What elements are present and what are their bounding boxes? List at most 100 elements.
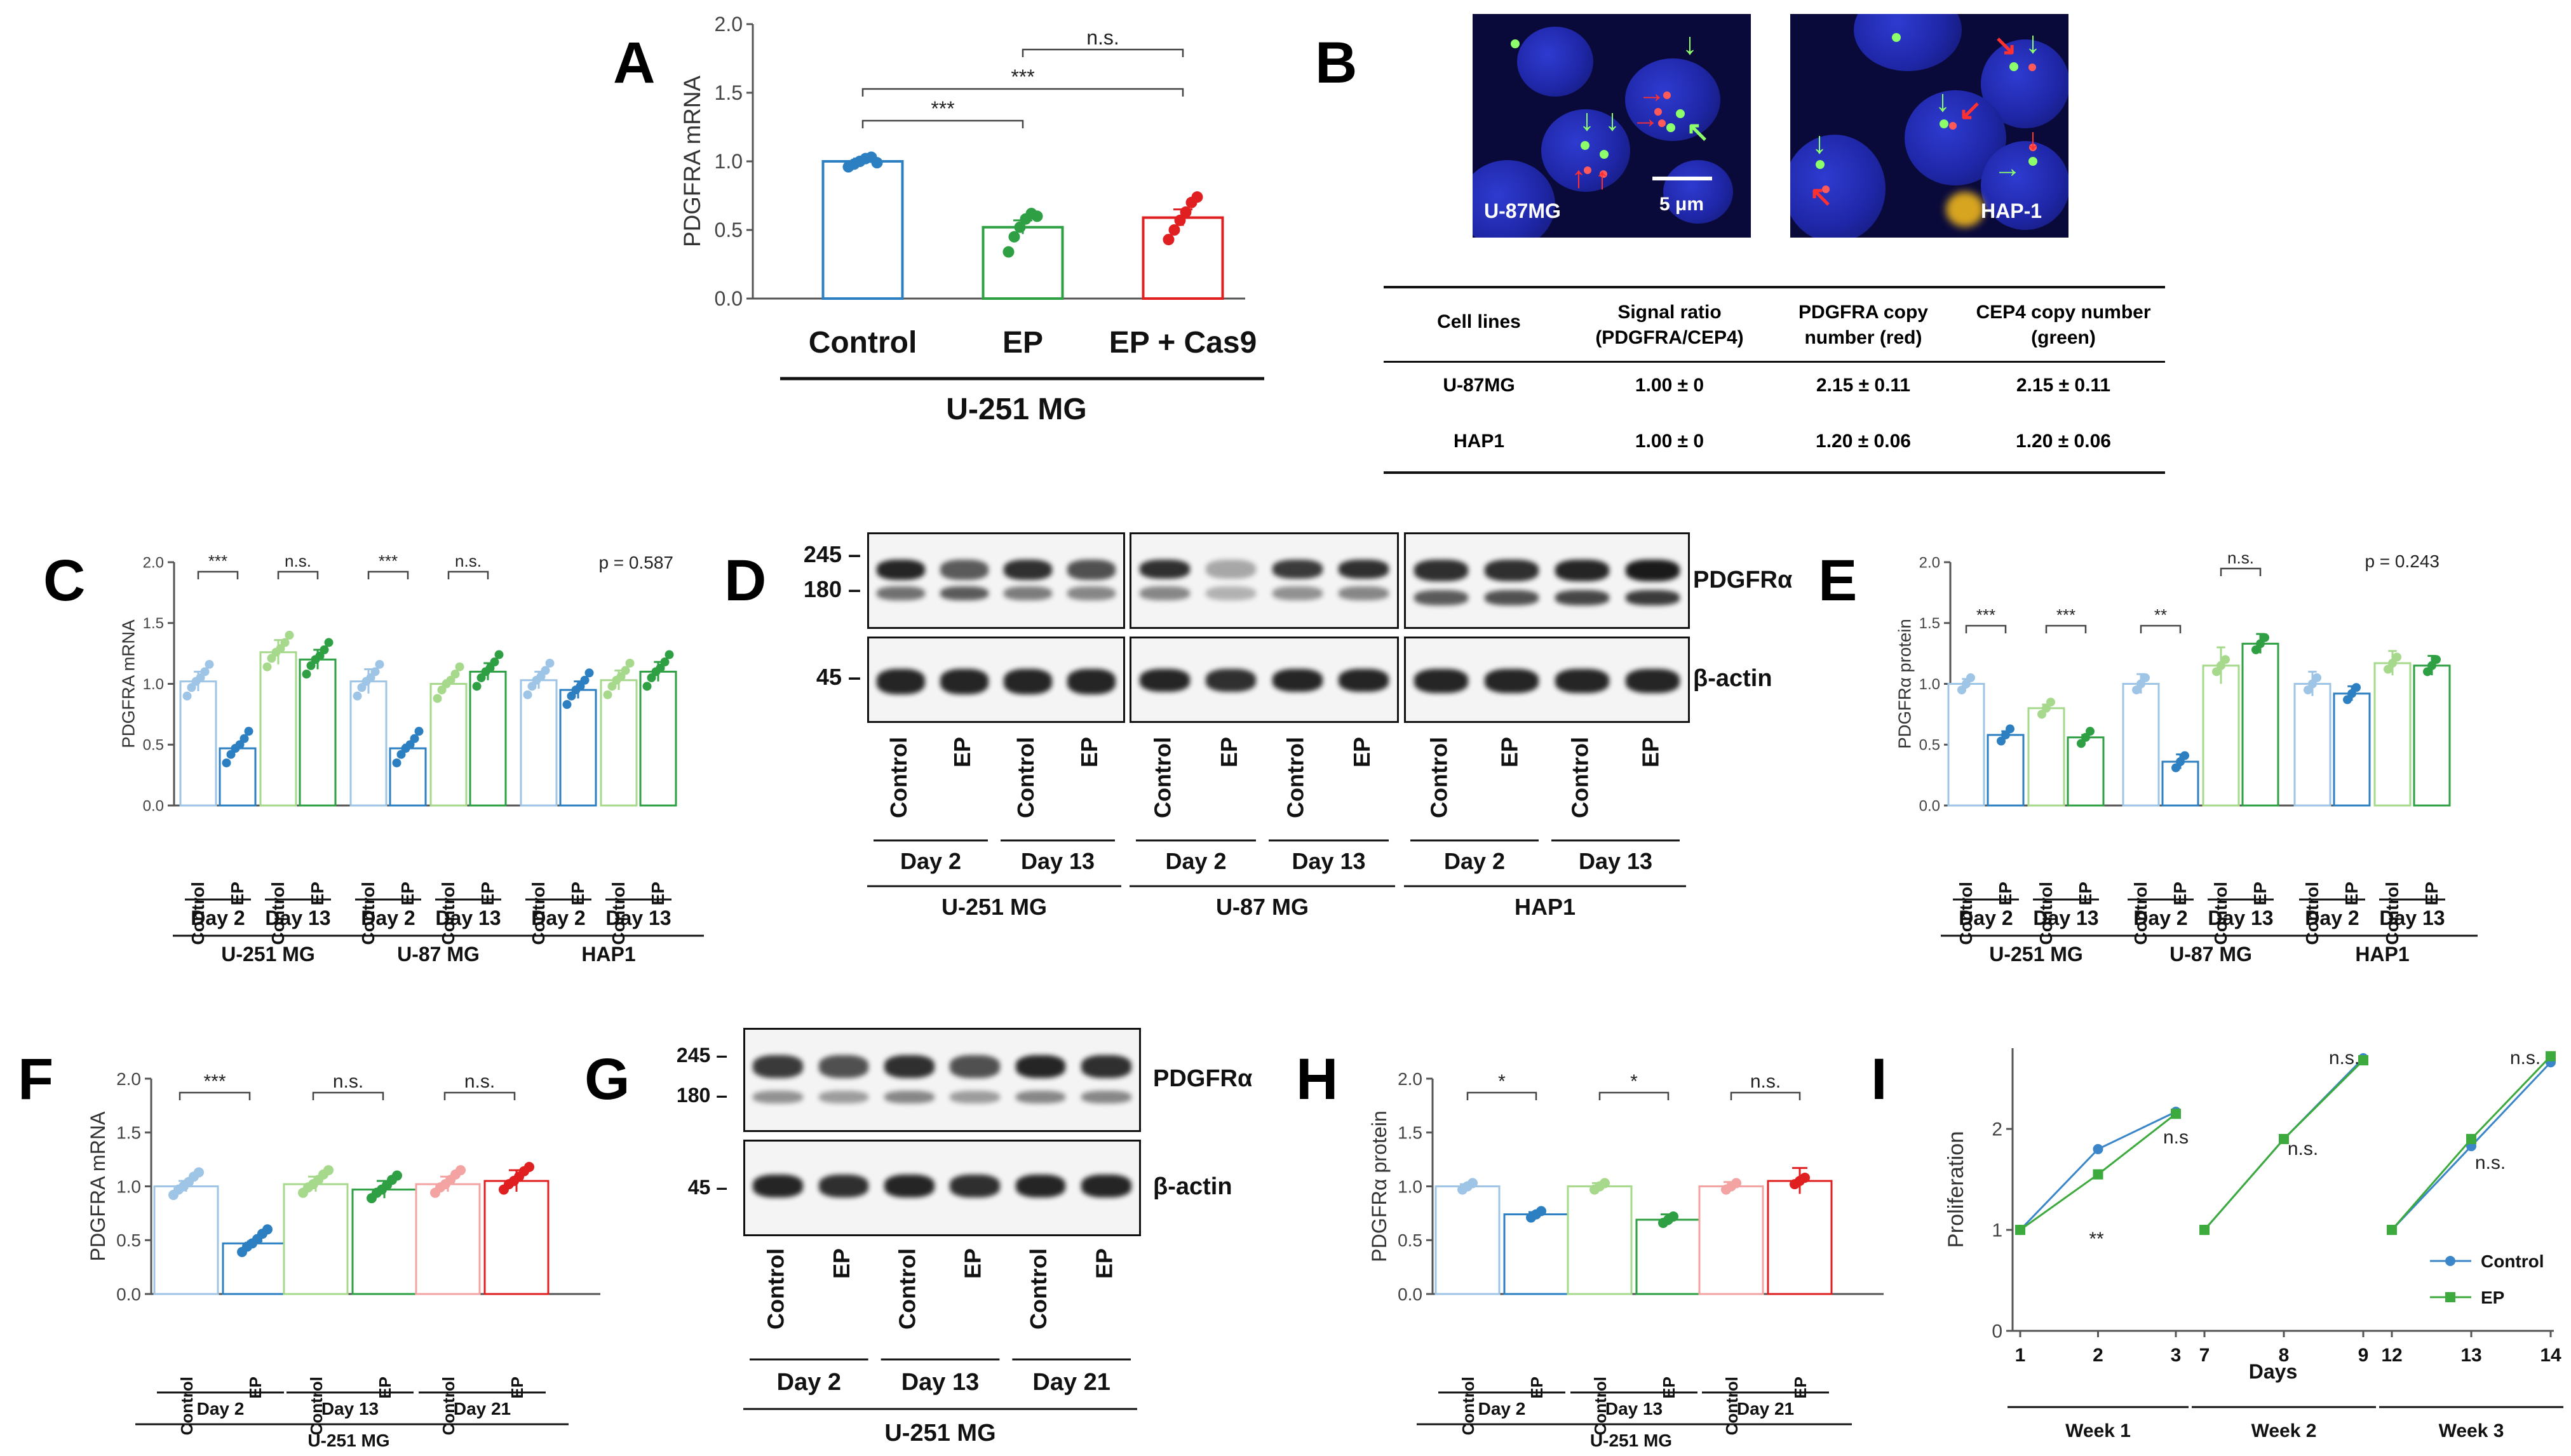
data-point (357, 683, 367, 692)
lane-label: Control (886, 737, 912, 818)
data-point (1191, 191, 1203, 203)
week-label: Week 3 (2439, 1420, 2504, 1441)
sig-label: ** (2089, 1229, 2104, 1250)
data-point (2432, 655, 2441, 664)
y-tick-label: 1.5 (1919, 615, 1940, 632)
data-point (580, 675, 590, 685)
condition-label: EP (246, 1377, 265, 1399)
sig-bracket (443, 1091, 516, 1100)
day-label: Day 21 (1032, 1369, 1110, 1396)
data-point (370, 667, 380, 677)
day-label: Day 13 (1579, 848, 1652, 874)
blot-band (1272, 560, 1323, 579)
lane-label: EP (828, 1248, 854, 1279)
condition-label: Control (1722, 1377, 1741, 1435)
blot-band (1626, 669, 1680, 693)
day-label: Day 2 (2133, 907, 2187, 929)
y-axis-label: PDGFRA mRNA (679, 76, 705, 247)
condition-label: Control (2036, 882, 2056, 945)
marker-label: 45 – (816, 664, 861, 690)
data-point (196, 673, 205, 682)
image-caption: U-87MG (1484, 199, 1561, 222)
condition-label: Control (438, 882, 458, 945)
blot-band (1626, 590, 1680, 605)
data-point (2077, 739, 2086, 748)
data-point (324, 638, 334, 647)
data-point (2427, 661, 2436, 670)
day-label: Day 21 (454, 1399, 511, 1419)
bar (351, 1189, 417, 1295)
blot-band (1015, 1055, 1066, 1078)
data-point (306, 661, 316, 670)
sig-bracket (2220, 567, 2262, 576)
blot-band (753, 1175, 803, 1197)
data-point (182, 691, 192, 701)
data-point (194, 1167, 204, 1178)
data-point (2093, 1143, 2103, 1154)
data-point (226, 750, 236, 759)
bar (821, 160, 904, 300)
data-point (621, 666, 630, 675)
blot-band (1139, 560, 1190, 579)
y-tick-label: 0.0 (116, 1284, 141, 1304)
data-point (536, 672, 546, 682)
bar (1567, 1185, 1633, 1295)
marker-label: 180 – (677, 1084, 727, 1107)
condition-label: Control (358, 882, 378, 945)
blot-actin-hap1 (1404, 637, 1690, 723)
condition-label: EP (1791, 1377, 1810, 1399)
data-point (2171, 763, 2180, 772)
arrow-icon: ↑ (1595, 162, 1610, 196)
sig-label: n.s. (2227, 548, 2254, 567)
arrow-icon: ↓ (1812, 126, 1827, 160)
bar (1142, 216, 1224, 300)
day-label: Day 2 (2305, 907, 2359, 929)
data-point (2001, 730, 2010, 739)
sig-bracket (2045, 624, 2087, 633)
data-point (545, 658, 555, 668)
blot-pdgfra-u251 (867, 532, 1125, 629)
legend-label: Control (2481, 1251, 2544, 1271)
data-point (527, 682, 537, 691)
data-point (2308, 679, 2317, 689)
data-point (375, 659, 384, 669)
sig-label: * (1498, 1071, 1506, 1092)
day-label: Day 13 (2208, 907, 2273, 929)
data-point (2546, 1051, 2556, 1062)
sig-bracket (1022, 48, 1184, 57)
panel-label-g: G (584, 1047, 630, 1112)
blot-band (1555, 560, 1609, 581)
data-point (2180, 751, 2189, 760)
blot-band (877, 669, 925, 694)
cell-line-label: HAP1 (2355, 943, 2409, 966)
day-label: Day 13 (435, 907, 501, 929)
blot-pdgfra-g (743, 1028, 1141, 1132)
sig-label: n.s (2163, 1127, 2189, 1148)
condition-label: EP (2422, 882, 2441, 905)
data-point (392, 758, 402, 767)
data-point (660, 657, 670, 667)
sig-label: n.s. (1086, 26, 1119, 49)
data-point (1031, 210, 1043, 222)
lane-label: EP (1076, 737, 1102, 767)
blot-band (1555, 669, 1609, 693)
data-point (2212, 667, 2221, 677)
y-tick-label: 1.5 (715, 81, 743, 104)
x-tick-label: 13 (2460, 1345, 2481, 1366)
condition-label: EP (508, 1377, 527, 1399)
arrow-icon: ↖ (1809, 181, 1833, 212)
data-point (187, 683, 196, 692)
arrow-icon: ↓ (1935, 84, 1950, 118)
data-point (353, 691, 362, 701)
x-axis-label: Days (2249, 1360, 2298, 1383)
scale-bar (1652, 177, 1712, 180)
data-point (205, 659, 214, 669)
data-point (1536, 1206, 1546, 1217)
day-label: Day 2 (1478, 1399, 1526, 1419)
blot-band (753, 1055, 803, 1078)
lane-label: Control (1567, 737, 1593, 818)
day-label: Day 13 (1292, 848, 1365, 874)
data-point (414, 727, 424, 736)
blot-band (1081, 1091, 1131, 1103)
blot-band (1004, 560, 1052, 580)
